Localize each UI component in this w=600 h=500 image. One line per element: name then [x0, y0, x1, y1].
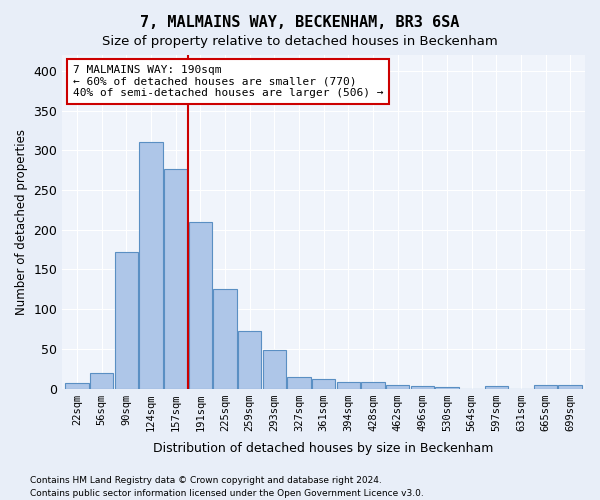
Bar [361, 382, 385, 388]
Bar [90, 372, 113, 388]
Text: 7, MALMAINS WAY, BECKENHAM, BR3 6SA: 7, MALMAINS WAY, BECKENHAM, BR3 6SA [140, 15, 460, 30]
Bar [485, 386, 508, 388]
Bar [139, 142, 163, 388]
Text: Size of property relative to detached houses in Beckenham: Size of property relative to detached ho… [102, 35, 498, 48]
Bar [410, 386, 434, 388]
Text: Contains public sector information licensed under the Open Government Licence v3: Contains public sector information licen… [30, 488, 424, 498]
Y-axis label: Number of detached properties: Number of detached properties [15, 129, 28, 315]
Bar [337, 382, 360, 388]
Bar [115, 252, 138, 388]
Bar [287, 378, 311, 388]
Bar [164, 168, 187, 388]
Bar [263, 350, 286, 389]
X-axis label: Distribution of detached houses by size in Beckenham: Distribution of detached houses by size … [154, 442, 494, 455]
Bar [534, 386, 557, 388]
Text: Contains HM Land Registry data © Crown copyright and database right 2024.: Contains HM Land Registry data © Crown c… [30, 476, 382, 485]
Bar [312, 379, 335, 388]
Text: 7 MALMAINS WAY: 190sqm
← 60% of detached houses are smaller (770)
40% of semi-de: 7 MALMAINS WAY: 190sqm ← 60% of detached… [73, 65, 383, 98]
Bar [188, 222, 212, 388]
Bar [65, 383, 89, 388]
Bar [435, 387, 458, 388]
Bar [214, 290, 237, 388]
Bar [559, 386, 582, 388]
Bar [386, 384, 409, 388]
Bar [238, 330, 262, 388]
